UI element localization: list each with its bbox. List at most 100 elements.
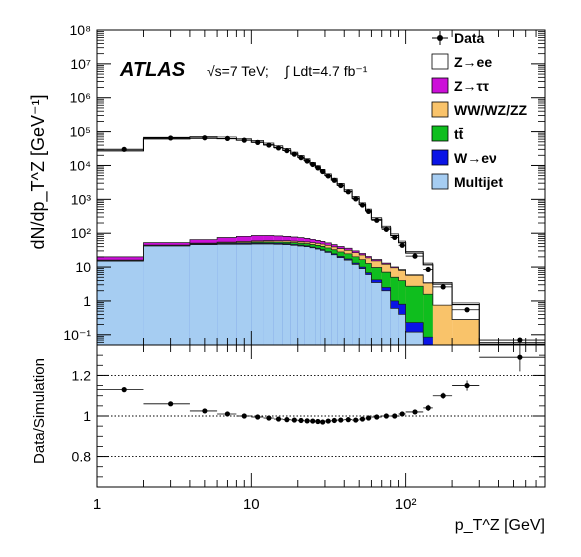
ratio-point-9: [291, 417, 297, 423]
ratio-point-25: [399, 411, 405, 417]
ratio-point-5: [255, 414, 261, 420]
legend-swatch-3: [431, 101, 449, 118]
ratio-point-3: [224, 411, 231, 417]
stack-edge-1: [97, 242, 433, 338]
data-point-2: [202, 135, 208, 141]
ratio-point-4: [241, 413, 247, 419]
data-point-28: [440, 284, 446, 290]
data-point-9: [291, 151, 297, 157]
data-point-11: [304, 158, 310, 164]
main-ytick-label-8: 10⁸: [70, 22, 92, 38]
legend-data-marker: [437, 35, 443, 41]
data-point-21: [365, 208, 372, 215]
data-point-8: [284, 147, 290, 154]
ratio-point-20: [359, 416, 366, 422]
bar-0-18: [344, 260, 353, 345]
bar-0-23: [381, 290, 391, 345]
ratio-point-16: [331, 417, 337, 424]
ratio-point-11: [304, 418, 310, 424]
legend-label-5: W→eν: [454, 150, 497, 166]
data-point-6: [266, 142, 272, 148]
ratio-point-7: [275, 416, 282, 422]
bar-0-16: [331, 254, 338, 345]
ratio-ytick-label-2: 1.2: [72, 367, 92, 383]
bar-0-13: [315, 249, 321, 345]
data-point-23: [383, 226, 389, 232]
main-ytick-label-6: 10⁶: [70, 90, 91, 106]
bar-0-24: [390, 308, 399, 345]
x-tick-label-1: 10: [243, 496, 260, 513]
data-point-24: [392, 234, 398, 241]
main-axes: 10⁻¹ 1 10 10² 10³ 10⁴ 10⁵ 10⁶ 10⁷ 10⁸: [63, 22, 546, 346]
bar-0-19: [352, 264, 360, 345]
data-point-20: [359, 202, 366, 208]
bar-0-1: [143, 245, 190, 345]
data-point-0: [121, 146, 127, 152]
bar-0-9: [290, 245, 298, 345]
legend-swatch-6: [431, 173, 449, 190]
main-ytick-label--1: 10⁻¹: [63, 327, 91, 343]
legend-label-2: Z→ττ: [454, 78, 490, 94]
legend: Data Z→ee Z→ττ WW/WZ/ZZ tt̄ W→eν Multijet: [431, 30, 528, 190]
main-y-axis-title: dN/dp_T^Z [GeV⁻¹]: [28, 95, 49, 250]
data-point-14: [320, 168, 326, 175]
bar-0-15: [324, 252, 332, 345]
data-point-17: [338, 182, 344, 189]
ratio-point-21: [365, 415, 372, 421]
ratio-point-18: [345, 417, 351, 423]
data-point-10: [298, 155, 304, 161]
ratio-point-27: [425, 405, 431, 411]
ratio-point-8: [284, 417, 290, 423]
data-point-4: [241, 137, 247, 143]
stack-edge-0: [97, 243, 433, 346]
bar-0-5: [251, 243, 264, 345]
main-ytick-label-3: 10³: [71, 191, 92, 207]
main-ytick-label-0: 1: [83, 293, 91, 309]
ratio-point-0: [121, 387, 127, 393]
bar-0-21: [365, 274, 372, 345]
energy-label: √s=7 TeV;: [207, 63, 269, 79]
main-ytick-label-5: 10⁵: [70, 124, 91, 140]
ratio-point-12: [310, 418, 316, 424]
bar-0-8: [282, 244, 291, 345]
ratio-point-26: [412, 409, 418, 415]
bar-2-27: [423, 294, 433, 345]
main-histogram-stack: [97, 136, 545, 346]
ratio-ytick-label-1: 1: [83, 408, 91, 424]
bar-0-4: [236, 244, 252, 345]
ratio-point-30: [517, 354, 523, 360]
main-data-points: [97, 135, 545, 343]
x-tick-label-0: 1: [93, 496, 101, 513]
legend-label-4: tt̄: [454, 126, 464, 142]
data-point-5: [255, 139, 261, 145]
bar-0-0: [97, 261, 144, 345]
data-point-16: [331, 177, 337, 183]
ratio-data-points: [97, 342, 545, 425]
legend-swatch-4: [431, 125, 449, 142]
ratio-point-14: [320, 419, 326, 425]
data-point-30: [517, 337, 523, 343]
legend-swatch-2: [431, 77, 449, 94]
stack-edge-2: [97, 241, 433, 295]
data-point-26: [412, 253, 418, 259]
bar-0-17: [337, 257, 345, 345]
bar-1-27: [423, 337, 433, 345]
bar-0-14: [320, 250, 325, 345]
bar-0-6: [263, 243, 274, 345]
ratio-point-1: [168, 401, 174, 407]
data-point-3: [224, 135, 231, 141]
data-point-12: [310, 161, 316, 168]
ratio-reference-lines: [97, 374, 545, 458]
ratio-point-2: [202, 408, 208, 414]
ratio-point-13: [315, 418, 321, 425]
main-ytick-label-4: 10⁴: [69, 157, 91, 173]
ratio-y-axis-title: Data/Simulation: [31, 358, 48, 464]
bar-0-25: [398, 314, 406, 345]
stack-edge-4: [97, 235, 480, 321]
legend-label-6: Multijet: [454, 174, 503, 190]
data-point-1: [168, 135, 174, 141]
ratio-point-17: [338, 417, 344, 423]
ratio-ytick-label-0: 0.8: [72, 449, 92, 465]
ratio-point-22: [374, 414, 380, 420]
ratio-point-23: [383, 413, 389, 419]
